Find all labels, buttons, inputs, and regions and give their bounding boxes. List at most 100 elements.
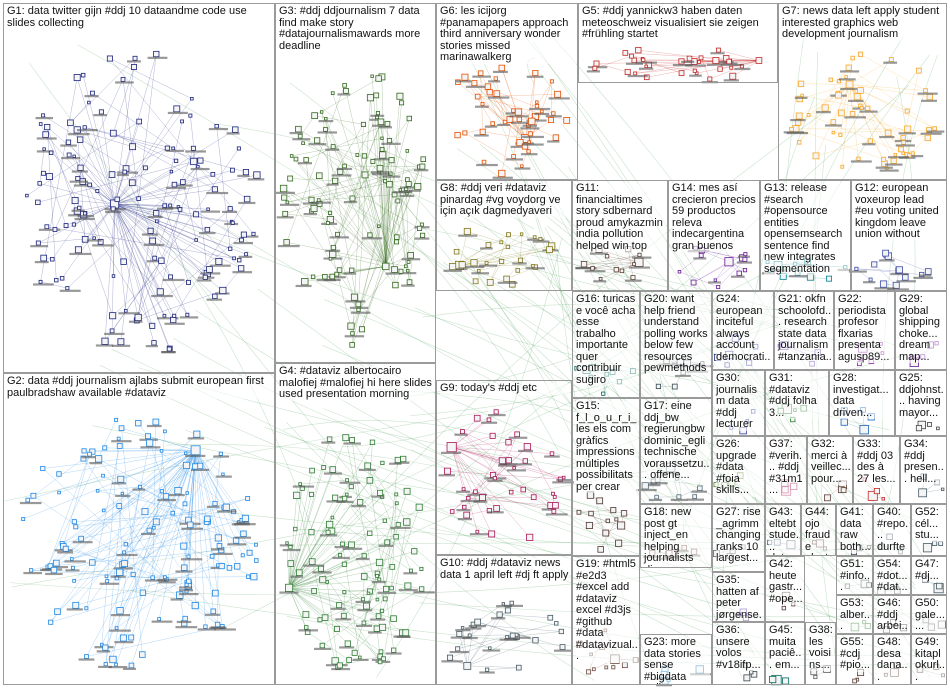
- node: [182, 461, 191, 469]
- edge: [56, 450, 196, 564]
- edge: [71, 521, 157, 560]
- edge: [385, 184, 390, 267]
- edge: [332, 146, 386, 182]
- edge: [385, 123, 388, 267]
- node-label-mark: [554, 649, 572, 652]
- node-label-mark: [458, 234, 478, 237]
- edge: [132, 182, 171, 206]
- group-cell-g53: G53: alber... cairo...: [836, 595, 873, 634]
- node: [591, 667, 596, 672]
- edge: [111, 147, 168, 175]
- edge: [114, 203, 175, 316]
- edge: [185, 429, 755, 653]
- node-label-mark: [890, 272, 909, 276]
- node: [389, 564, 396, 570]
- node: [813, 674, 818, 680]
- node: [361, 553, 367, 559]
- node: [823, 494, 831, 502]
- node: [355, 153, 360, 157]
- group-cell-g30: G30: journalism data #ddj lecturer: [712, 370, 765, 436]
- node: [232, 256, 236, 261]
- node-label-mark: [368, 631, 382, 634]
- edge: [114, 203, 157, 214]
- node: [898, 146, 904, 153]
- edge: [288, 470, 313, 588]
- node: [419, 566, 424, 571]
- node: [80, 72, 86, 78]
- node: [838, 132, 843, 137]
- edge: [114, 203, 235, 259]
- node: [246, 549, 253, 556]
- edge: [207, 521, 223, 627]
- edge: [83, 203, 115, 215]
- node: [158, 257, 165, 264]
- node-label-mark: [71, 170, 88, 173]
- node-label-mark: [737, 255, 751, 258]
- node: [632, 262, 636, 267]
- node-label-mark: [408, 189, 421, 192]
- edge: [385, 102, 402, 267]
- node: [366, 477, 374, 484]
- edge: [627, 249, 634, 278]
- node: [403, 487, 411, 495]
- edge: [462, 627, 468, 666]
- edge: [288, 532, 312, 588]
- edge: [42, 468, 219, 626]
- edge: [75, 450, 196, 606]
- edge: [808, 114, 910, 156]
- node-label-mark: [325, 148, 339, 151]
- group-cell-g11: G11: financialtimes story sdbernard prou…: [572, 180, 668, 291]
- node: [386, 181, 393, 188]
- edge: [477, 96, 526, 139]
- node-label-mark: [66, 608, 83, 611]
- edge: [136, 121, 183, 321]
- edge: [54, 79, 124, 230]
- node: [341, 561, 348, 567]
- edge: [325, 118, 331, 213]
- node: [57, 490, 61, 495]
- edge: [144, 450, 196, 512]
- node: [918, 488, 928, 498]
- group-cell-g41: G41: data raw both...: [836, 504, 873, 556]
- group-label: G35: hatten af peter jørgense...: [716, 574, 763, 621]
- node-label-mark: [401, 258, 421, 261]
- edge: [856, 268, 922, 275]
- edge: [451, 446, 503, 462]
- node: [308, 529, 315, 536]
- cluster-g10: [441, 600, 572, 674]
- node-label-mark: [522, 124, 537, 127]
- edge: [290, 178, 336, 182]
- edge: [391, 273, 763, 399]
- edge: [80, 167, 115, 205]
- node: [406, 260, 411, 264]
- group-cell-g35: G35: hatten af peter jørgense...: [712, 572, 765, 622]
- node: [605, 518, 611, 524]
- node: [840, 487, 847, 493]
- cluster-g15: [576, 491, 628, 553]
- node-label-mark: [484, 125, 498, 128]
- node-label-mark: [233, 523, 256, 526]
- edge: [506, 238, 541, 280]
- edge: [288, 494, 312, 588]
- group-cell-g15: G15: f_l_o_u_r_i_ les els com gràfics im…: [572, 398, 640, 556]
- group-label: G47: #dj...: [915, 558, 945, 583]
- node: [136, 196, 141, 201]
- node: [214, 534, 222, 542]
- group-label: G53: alber... cairo...: [840, 597, 871, 633]
- edge: [58, 450, 196, 475]
- edge: [114, 129, 236, 205]
- node: [588, 510, 594, 517]
- node: [90, 90, 95, 96]
- edge: [345, 437, 378, 600]
- edge: [366, 536, 397, 607]
- node: [547, 117, 554, 124]
- edge: [114, 203, 208, 274]
- node-label-mark: [480, 247, 493, 250]
- edge: [257, 288, 754, 652]
- edge: [860, 54, 926, 91]
- node: [117, 475, 125, 483]
- node: [484, 83, 492, 90]
- edge: [288, 587, 382, 652]
- node: [190, 157, 198, 166]
- node-label-mark: [905, 155, 924, 158]
